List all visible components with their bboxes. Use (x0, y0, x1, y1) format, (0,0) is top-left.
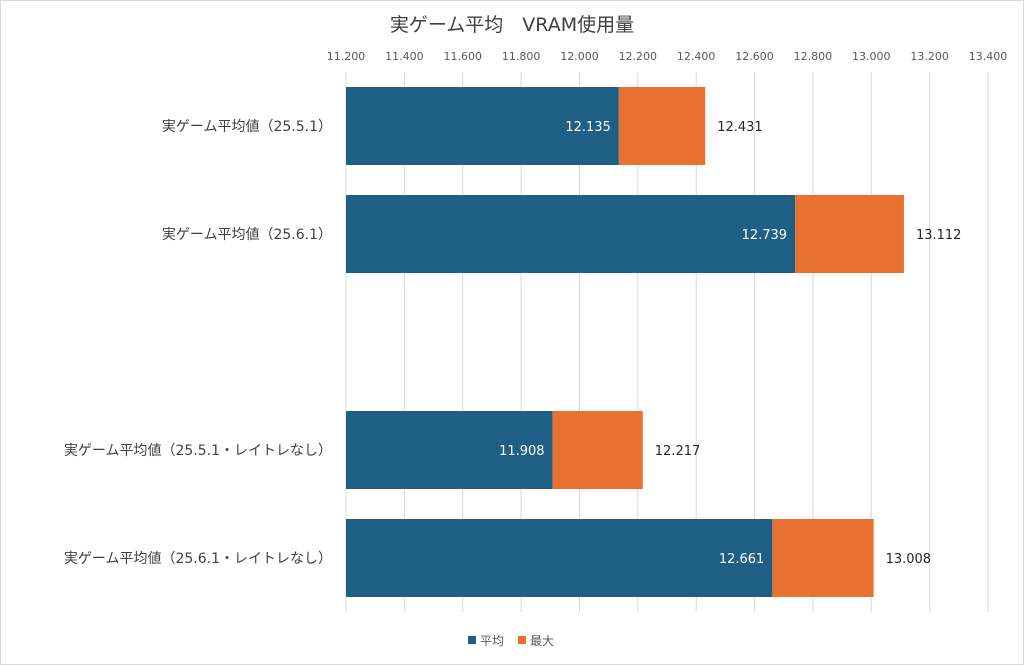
legend-label-maximum: 最大 (530, 634, 554, 648)
x-tick-label: 11.600 (443, 50, 482, 63)
x-tick-label: 13.200 (910, 50, 949, 63)
bar-average (346, 195, 796, 273)
x-tick-label: 13.400 (969, 50, 1008, 63)
data-label-maximum: 13.112 (916, 228, 962, 243)
bar-maximum (795, 195, 904, 273)
data-label-average: 12.739 (742, 228, 788, 243)
legend-swatch-average (468, 636, 476, 644)
bar-maximum (618, 87, 706, 165)
data-label-average: 12.661 (719, 552, 765, 567)
bar-average (346, 519, 773, 597)
category-label: 実ゲーム平均値（25.6.1） (162, 227, 332, 243)
x-tick-label: 12.000 (560, 50, 599, 63)
data-label-average: 12.135 (565, 120, 611, 135)
category-label: 実ゲーム平均値（25.5.1） (162, 119, 332, 135)
data-label-maximum: 12.217 (655, 444, 701, 459)
bar-average (346, 87, 619, 165)
x-tick-label: 11.200 (327, 50, 366, 63)
x-tick-label: 11.800 (502, 50, 541, 63)
bar-average (346, 411, 553, 489)
x-tick-label: 11.400 (385, 50, 424, 63)
data-label-average: 11.908 (499, 444, 545, 459)
data-label-maximum: 13.008 (886, 552, 932, 567)
x-tick-label: 12.200 (619, 50, 658, 63)
category-label: 実ゲーム平均値（25.5.1・レイトレなし） (64, 443, 332, 459)
category-label: 実ゲーム平均値（25.6.1・レイトレなし） (64, 551, 332, 567)
legend-label-average: 平均 (480, 634, 504, 648)
x-tick-label: 13.000 (852, 50, 891, 63)
bar-maximum (552, 411, 643, 489)
x-tick-label: 12.600 (735, 50, 774, 63)
chart-title: 実ゲーム平均 VRAM使用量 (390, 14, 634, 36)
bar-maximum (772, 519, 874, 597)
legend-swatch-maximum (518, 636, 526, 644)
data-label-maximum: 12.431 (717, 120, 763, 135)
x-tick-label: 12.800 (794, 50, 833, 63)
x-tick-label: 12.400 (677, 50, 716, 63)
